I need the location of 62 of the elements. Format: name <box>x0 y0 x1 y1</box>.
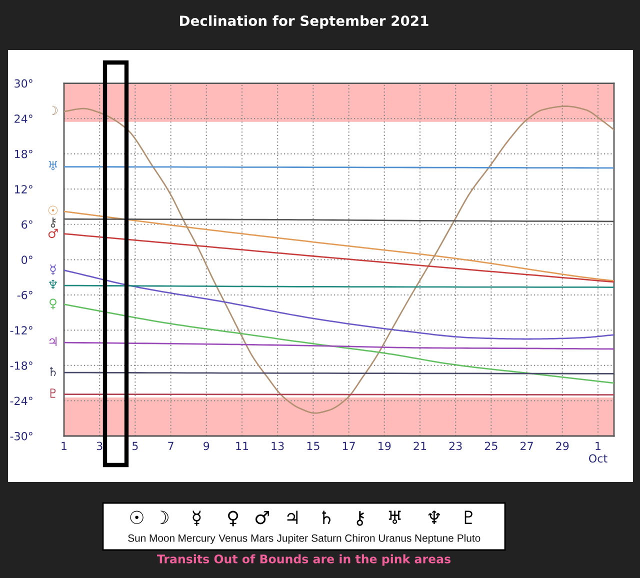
text: ♀ <box>228 510 238 526</box>
y-tick-label: -18° <box>10 361 32 370</box>
text: Venus <box>218 534 248 542</box>
text: ☉ <box>130 510 144 524</box>
series-label: ♃ <box>49 336 57 346</box>
y-tick-label: -12° <box>10 326 32 334</box>
text: Mars <box>251 534 274 542</box>
y-tick-label: 6° <box>22 220 32 229</box>
x-tick-label: 29 <box>556 442 569 450</box>
text: ♇ <box>464 510 472 524</box>
series-label: ☿ <box>50 264 56 275</box>
text: Moon <box>150 534 174 542</box>
series-label: ☉ <box>48 206 58 215</box>
text: Pluto <box>458 534 480 542</box>
series-label: ♆ <box>48 280 58 289</box>
y-tick-label: -6° <box>17 290 32 300</box>
text: ♃ <box>287 510 298 524</box>
x-tick-label: 1 <box>62 442 67 450</box>
series-label: ♀ <box>49 298 57 310</box>
x-tick-label: 21 <box>414 442 426 450</box>
y-tick-label: 12° <box>14 185 32 194</box>
x-tick-label: 23 <box>449 442 462 450</box>
y-tick-label: -30° <box>10 432 32 440</box>
series-label: ♇ <box>50 388 56 398</box>
y-tick-label: 18° <box>14 150 32 158</box>
text: ⚷ <box>356 511 364 526</box>
y-tick-label: 24° <box>14 114 32 123</box>
text: Mercury <box>178 534 216 544</box>
chart-title: Declination for September 2021 <box>180 15 428 29</box>
series-label: ♄ <box>50 366 56 376</box>
x-tick-label: 3 <box>96 442 102 450</box>
series-label: ♅ <box>48 161 58 170</box>
text: ☽ <box>160 510 168 524</box>
y-tick-label: 0° <box>22 256 32 264</box>
x-tick-label: 15 <box>307 442 320 450</box>
series-label: ♂ <box>48 228 58 238</box>
text: Jupiter <box>276 534 308 544</box>
x-tick-label: 7 <box>168 442 174 450</box>
x-tick-label: 25 <box>484 442 498 450</box>
text: Saturn <box>312 534 342 542</box>
text: ♆ <box>428 510 440 524</box>
text: Neptune <box>415 534 454 544</box>
x-tick-label: 9 <box>204 442 210 450</box>
y-tick-label: 30° <box>14 79 32 88</box>
text: ☿ <box>192 510 201 526</box>
text: Transits Out of Bounds are in the pink areas <box>156 554 451 566</box>
x-tick-label: 19 <box>378 442 391 450</box>
x-tick-label: 17 <box>342 442 355 450</box>
text: Uranus <box>378 534 412 542</box>
text: ♂ <box>255 510 270 524</box>
series-label: ☽ <box>52 106 58 115</box>
x-tick-label: 11 <box>236 442 248 450</box>
text: Sun <box>128 534 146 542</box>
y-tick-label: -24° <box>10 396 32 405</box>
x-tick-label: 27 <box>520 442 533 450</box>
series-label: ⚷ <box>50 218 56 228</box>
text: ♄ <box>322 510 330 524</box>
x-tick-label: 5 <box>132 442 138 450</box>
text: ♅ <box>388 510 401 524</box>
x-tick-label: 13 <box>272 442 284 450</box>
text: Chiron <box>345 534 375 542</box>
x-tick-label: 1 Oct <box>589 442 608 463</box>
